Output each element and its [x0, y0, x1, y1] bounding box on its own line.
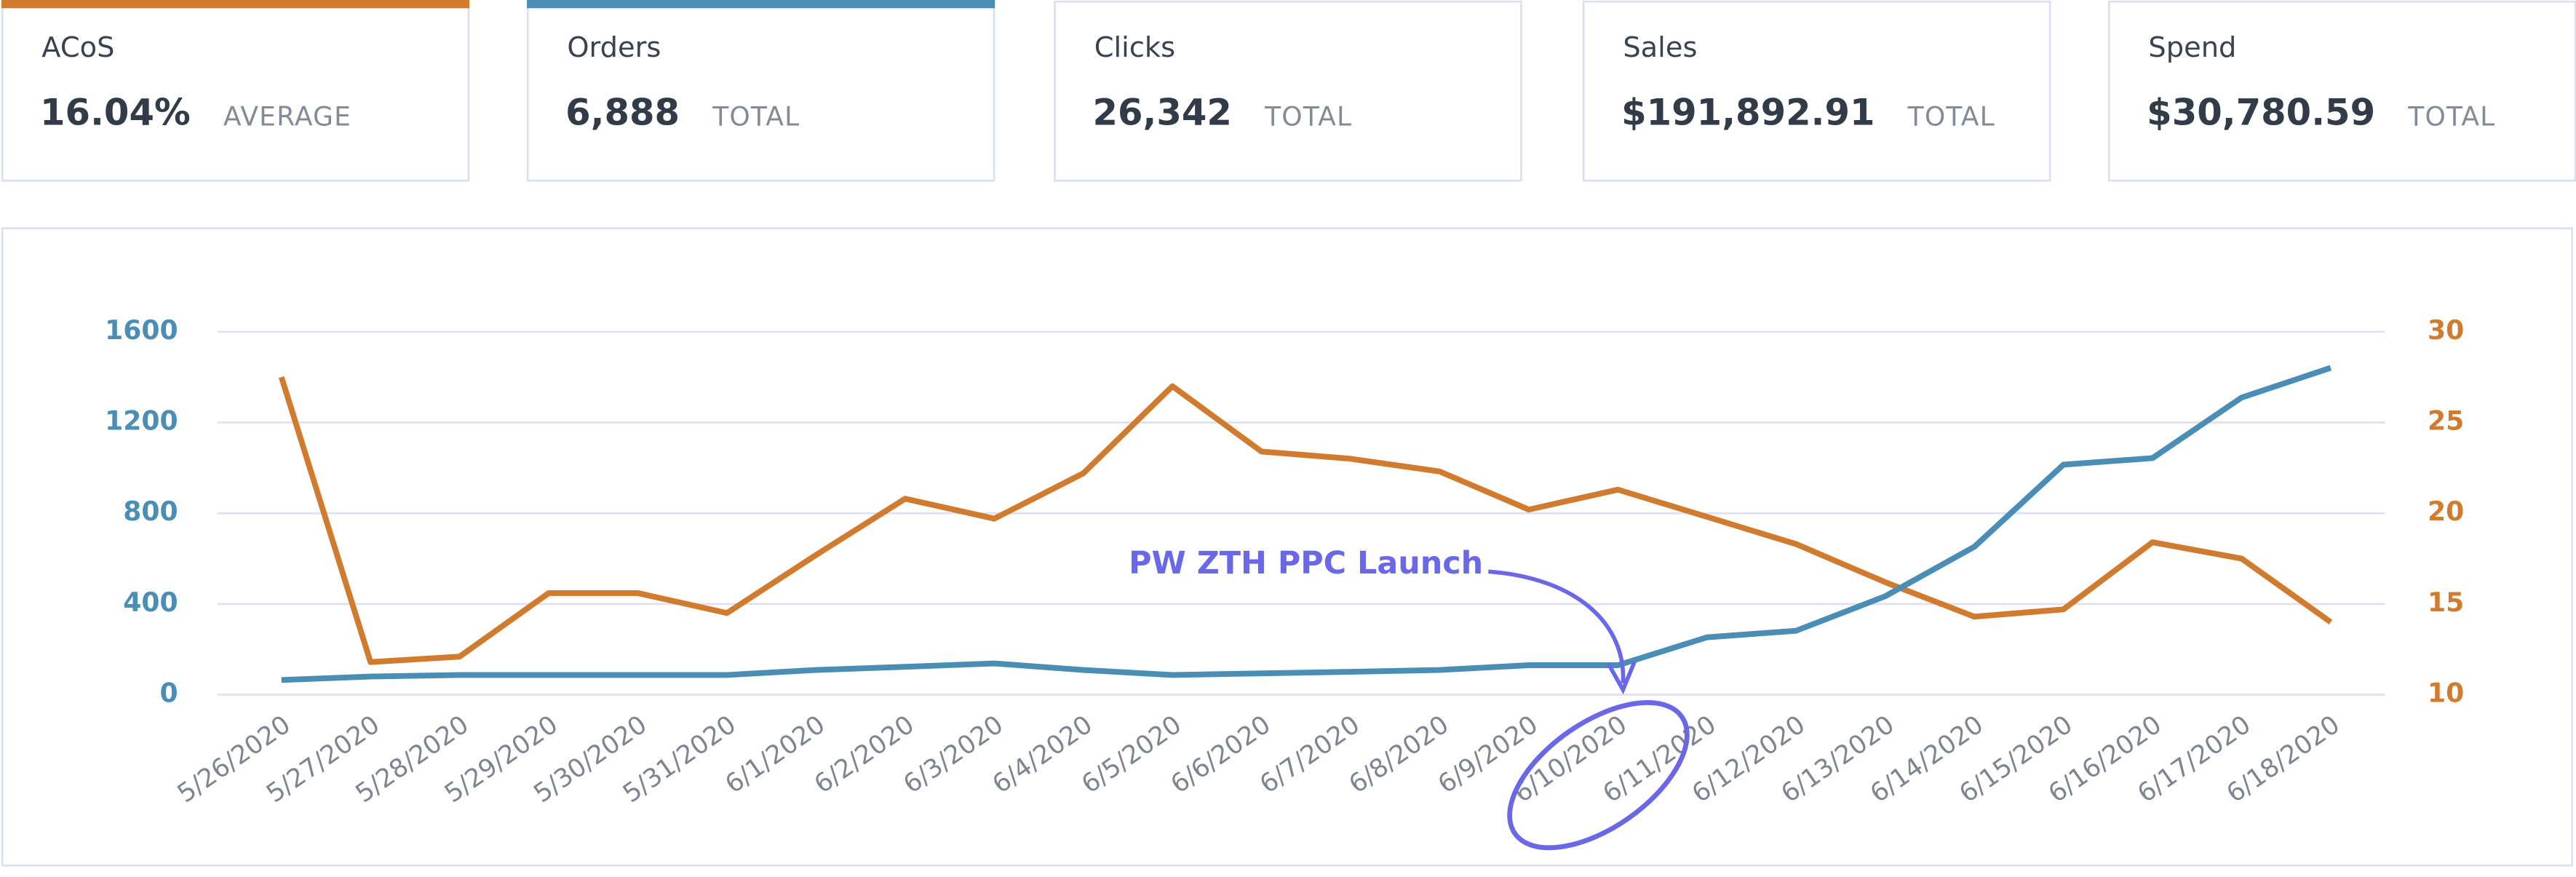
y-tick-label: 800 [123, 496, 178, 527]
y-tick-label: 1200 [105, 405, 178, 436]
card-value: 6,888 [565, 91, 680, 133]
y2-tick-label: 20 [2428, 496, 2464, 527]
annotation-circle [1507, 700, 1690, 851]
card-value: $191,892.91 [1621, 91, 1875, 133]
card-label: Orders [567, 31, 661, 64]
card-accent [1, 0, 470, 9]
y-tick-label: 400 [123, 587, 178, 618]
card-label: Sales [1623, 31, 1697, 64]
y-tick-label: 0 [159, 678, 178, 709]
card-value: $30,780.59 [2147, 91, 2375, 133]
line-series [281, 365, 2332, 683]
card [2107, 0, 2576, 182]
annotation: PW ZTH PPC Launch [1129, 545, 1483, 582]
y2-tick-label: 30 [2428, 314, 2464, 346]
card [1, 0, 470, 182]
card-accent [527, 0, 995, 9]
card-label: Clicks [1094, 31, 1175, 64]
card-value: 16.04% [40, 91, 191, 133]
y2-tick-label: 15 [2428, 587, 2464, 618]
card-value: 26,342 [1092, 91, 1231, 133]
card-unit: TOTAL [2407, 100, 2495, 132]
card-unit: AVERAGE [223, 100, 351, 132]
y-tick-label: 1600 [105, 314, 178, 346]
card-unit: TOTAL [1907, 100, 1995, 132]
line-series [278, 376, 2333, 665]
card [1054, 0, 1522, 182]
card-unit: TOTAL [1264, 100, 1352, 132]
card-label: ACoS [41, 31, 114, 64]
annotation-arrowhead [1606, 661, 1637, 695]
y2-tick-label: 25 [2428, 405, 2464, 436]
y2-tick-label: 10 [2428, 678, 2464, 709]
annotation-arrow [1488, 569, 1626, 683]
kpi-cards: ACoS 16.04% AVERAGE Orders 6,888 TOTAL Clicks 2… [1, 0, 2576, 182]
card-unit: TOTAL [712, 100, 800, 132]
card [1582, 0, 2051, 182]
card-label: Spend [2148, 31, 2236, 64]
